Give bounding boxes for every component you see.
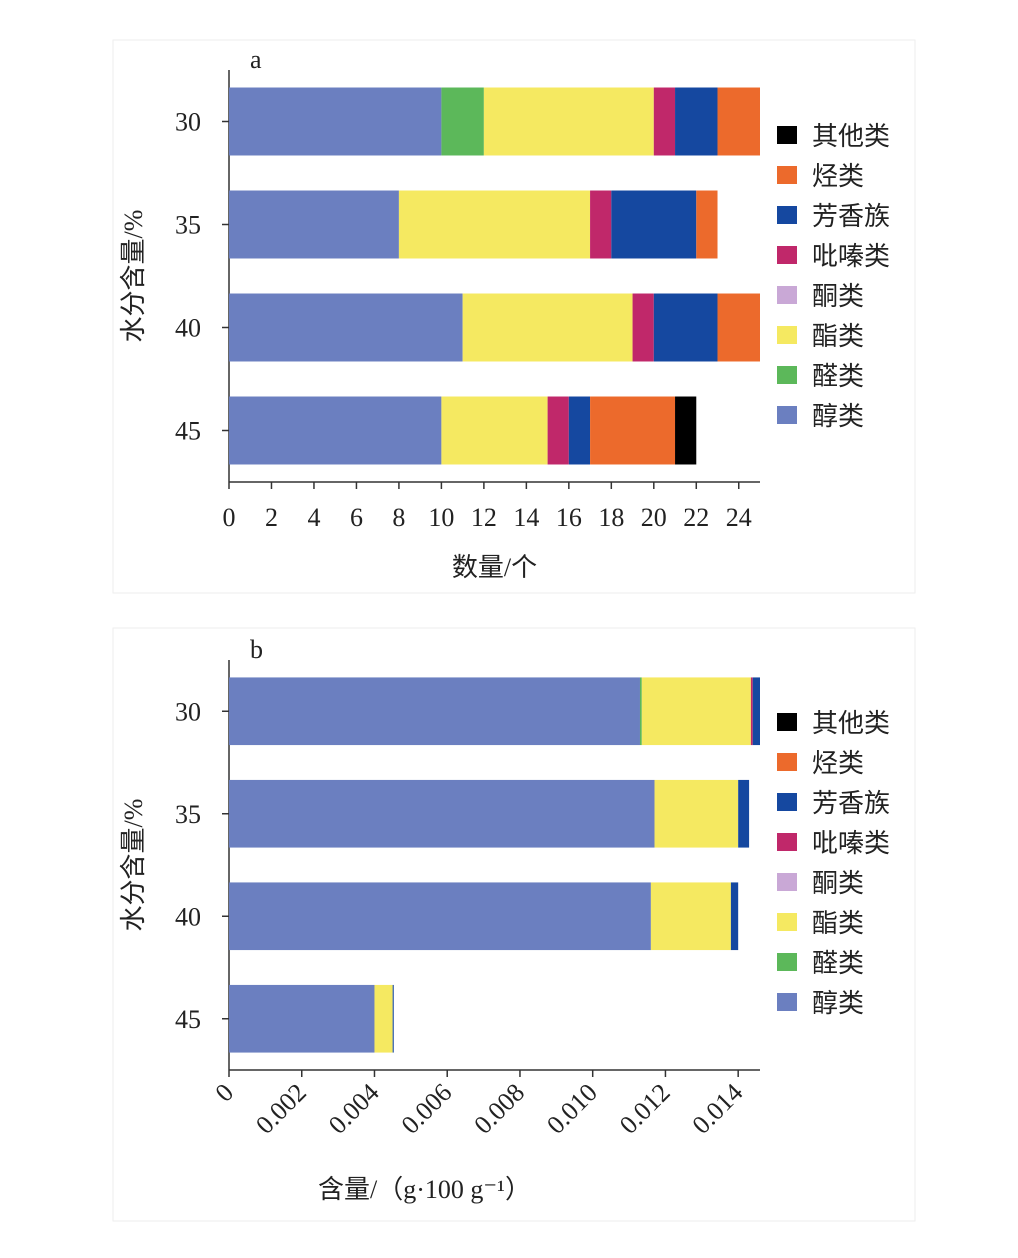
bar-segment	[229, 984, 375, 1053]
legend-label: 吡嗪类	[812, 242, 890, 271]
legend-swatch	[777, 166, 797, 184]
legend-swatch	[777, 753, 797, 771]
legend-label: 其他类	[812, 122, 890, 151]
x-tick-label: 12	[471, 503, 497, 532]
x-tick-label: 20	[641, 503, 667, 532]
bar-segment	[639, 677, 642, 746]
legend-label: 醛类	[812, 362, 864, 391]
legend-label: 吡嗪类	[812, 829, 890, 858]
x-tick-label: 4	[307, 503, 320, 532]
y-axis-title: 水分含量/%	[119, 799, 148, 932]
legend-label: 酮类	[812, 282, 864, 311]
legend-swatch	[777, 713, 797, 731]
y-axis-title: 水分含量/%	[119, 210, 148, 343]
legend-label: 芳香族	[812, 789, 890, 818]
bar-segment	[229, 396, 442, 465]
y-tick-label: 30	[175, 108, 201, 137]
legend-label: 芳香族	[812, 202, 890, 231]
legend-swatch	[777, 366, 797, 384]
bar-segment	[752, 677, 760, 746]
x-tick-label: 24	[726, 503, 752, 532]
bar-segment	[750, 677, 753, 746]
x-tick-label: 6	[350, 503, 363, 532]
legend-swatch	[777, 873, 797, 891]
y-tick-label: 45	[175, 417, 201, 446]
bar-segment	[590, 190, 612, 259]
legend-label: 烃类	[812, 162, 864, 191]
legend-swatch	[777, 913, 797, 931]
legend-swatch	[777, 126, 797, 144]
bar-segment	[229, 677, 640, 746]
legend-swatch	[777, 206, 797, 224]
legend-label: 酯类	[812, 909, 864, 938]
bar-segment	[229, 882, 651, 951]
panel-label: b	[250, 635, 263, 664]
bar-segment	[653, 293, 718, 362]
bar-segment	[717, 293, 760, 362]
legend-label: 醇类	[812, 402, 864, 431]
x-tick-label: 8	[392, 503, 405, 532]
bar-segment	[229, 779, 655, 848]
bar-segment	[229, 293, 463, 362]
x-tick-label: 2	[265, 503, 278, 532]
bar-segment	[675, 87, 718, 156]
y-tick-label: 40	[175, 314, 201, 343]
x-axis-title: 数量/个	[452, 553, 537, 582]
x-tick-label: 22	[683, 503, 709, 532]
bar-segment	[441, 396, 548, 465]
legend-swatch	[777, 286, 797, 304]
bar-segment	[392, 984, 394, 1053]
bar-segment	[229, 190, 399, 259]
panel-label: a	[250, 45, 262, 74]
legend-swatch	[777, 953, 797, 971]
bar-segment	[632, 293, 654, 362]
y-tick-label: 35	[175, 211, 201, 240]
legend-label: 酮类	[812, 869, 864, 898]
x-tick-label: 16	[556, 503, 582, 532]
bar-segment	[590, 396, 676, 465]
bar-segment	[483, 87, 654, 156]
bar-segment	[611, 190, 697, 259]
bar-segment	[568, 396, 591, 465]
legend-label: 其他类	[812, 709, 890, 738]
y-tick-label: 30	[175, 697, 201, 726]
y-tick-label: 35	[175, 800, 201, 829]
legend-swatch	[777, 993, 797, 1011]
bar-segment	[462, 293, 633, 362]
bar-segment	[730, 882, 739, 951]
legend-label: 酯类	[812, 322, 864, 351]
x-axis-title: 含量/（g·100 g⁻¹）	[318, 1175, 531, 1204]
legend-label: 醇类	[812, 989, 864, 1018]
legend-swatch	[777, 326, 797, 344]
legend-label: 醛类	[812, 949, 864, 978]
bar-segment	[696, 190, 718, 259]
legend-label: 烃类	[812, 749, 864, 778]
x-tick-label: 0	[223, 503, 236, 532]
bar-segment	[547, 396, 569, 465]
bar-segment	[738, 779, 750, 848]
bar-segment	[653, 87, 676, 156]
bar-segment	[398, 190, 591, 259]
x-tick-label: 14	[513, 503, 539, 532]
bar-segment	[654, 779, 739, 848]
y-tick-label: 40	[175, 902, 201, 931]
bar-segment	[675, 396, 697, 465]
bar-segment	[229, 87, 442, 156]
legend-swatch	[777, 793, 797, 811]
x-tick-label: 18	[598, 503, 624, 532]
bar-segment	[374, 984, 393, 1053]
legend-swatch	[777, 833, 797, 851]
bar-segment	[641, 677, 751, 746]
legend-swatch	[777, 406, 797, 424]
x-tick-label: 10	[428, 503, 454, 532]
y-tick-label: 45	[175, 1005, 201, 1034]
bar-segment	[717, 87, 760, 156]
bar-segment	[441, 87, 484, 156]
legend-swatch	[777, 246, 797, 264]
bar-segment	[650, 882, 731, 951]
